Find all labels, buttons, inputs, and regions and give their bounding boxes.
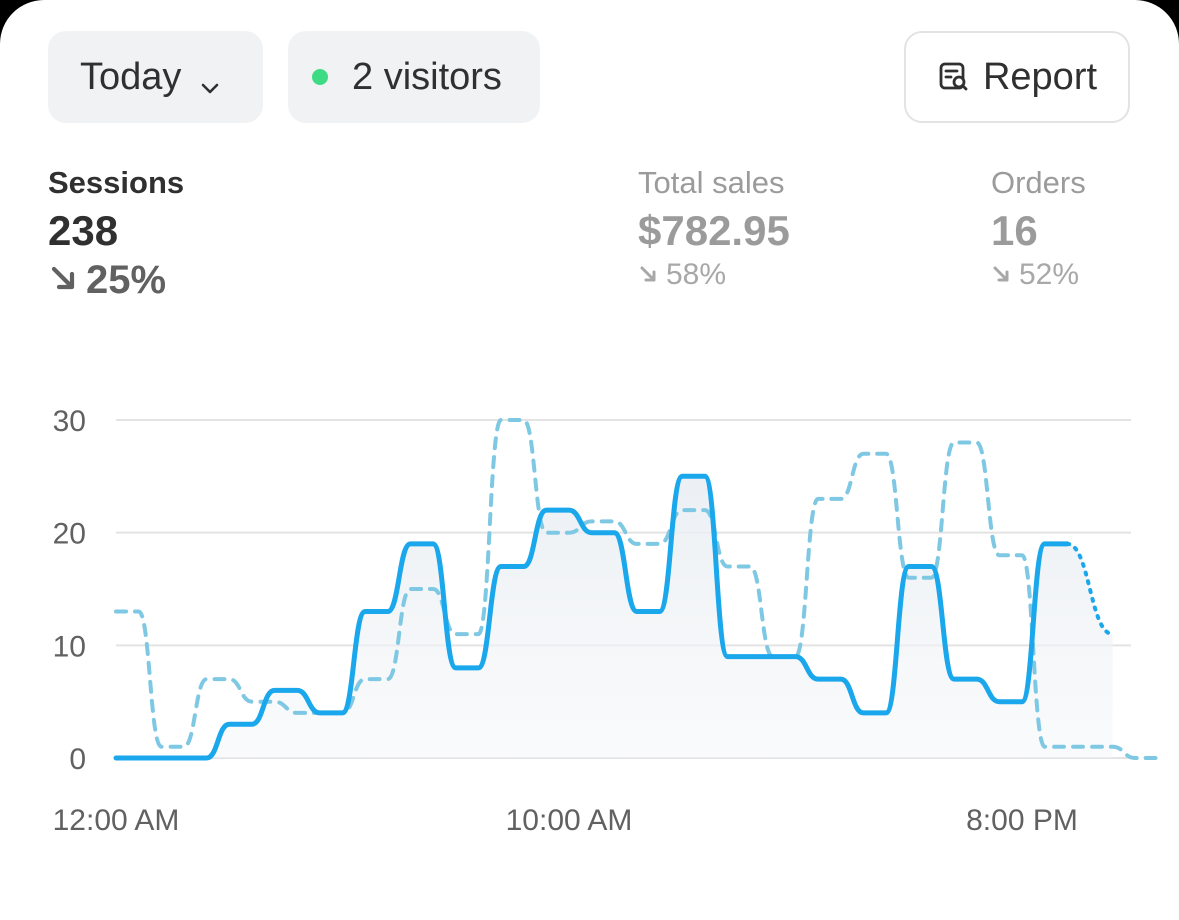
- date-range-label: Today: [80, 55, 182, 98]
- live-dot-icon: [312, 69, 328, 85]
- x-tick-label: 12:00 AM: [53, 804, 180, 837]
- report-icon: [939, 62, 968, 91]
- y-tick-label: 30: [53, 405, 86, 438]
- chevron-down-icon: [199, 66, 221, 94]
- metric-change: 25%: [48, 258, 184, 303]
- report-button[interactable]: Report: [904, 31, 1130, 123]
- visitors-label: 2 visitors: [352, 55, 502, 98]
- x-tick-label: 8:00 PM: [966, 804, 1078, 837]
- metric-label: Sessions: [48, 165, 185, 200]
- metric-sessions[interactable]: Sessions 238 25%: [48, 164, 184, 303]
- y-tick-label: 0: [69, 743, 86, 776]
- live-visitors-pill[interactable]: 2 visitors: [288, 31, 540, 123]
- metric-change-value: 52%: [1019, 258, 1080, 291]
- metric-label: Orders: [991, 165, 1086, 200]
- report-label: Report: [982, 55, 1098, 98]
- arrow-down-right-icon: [48, 258, 78, 303]
- metric-orders[interactable]: Orders 16 52%: [991, 164, 1086, 292]
- y-tick-label: 10: [53, 630, 86, 663]
- arrow-down-right-icon: [991, 258, 1011, 292]
- date-range-selector[interactable]: Today: [48, 31, 263, 123]
- sessions-line-chart: 0 10 20 30 12:00 AM 10:00 AM 8:00 PM: [53, 405, 1160, 837]
- metric-label: Total sales: [638, 165, 785, 200]
- metric-total-sales[interactable]: Total sales $782.95 58%: [638, 164, 790, 292]
- metric-change: 58%: [638, 258, 790, 292]
- arrow-down-right-icon: [638, 258, 658, 292]
- metric-change-value: 58%: [666, 258, 727, 291]
- x-tick-label: 10:00 AM: [506, 804, 633, 837]
- y-tick-label: 20: [53, 518, 86, 551]
- metric-change: 52%: [991, 258, 1086, 292]
- sessions-area-fill: [116, 476, 1113, 758]
- current-period-line: [113, 473, 1070, 761]
- projection-line: [1065, 541, 1115, 637]
- previous-period-line: [114, 418, 1160, 760]
- metric-value: 238: [48, 207, 119, 254]
- metric-value: 16: [991, 207, 1038, 254]
- metric-change-value: 25%: [86, 258, 167, 302]
- metric-value: $782.95: [638, 207, 790, 254]
